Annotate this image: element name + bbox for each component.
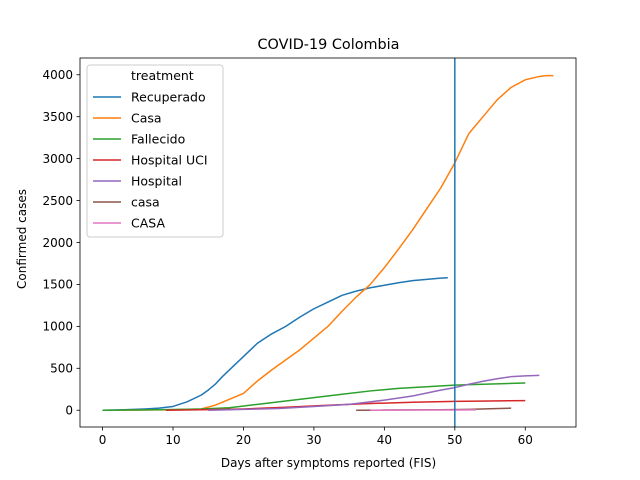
y-axis-label: Confirmed cases [15,189,29,289]
y-tick-label: 2500 [42,194,73,208]
series-line-2 [116,74,554,411]
legend-entry: CASA [131,216,165,231]
legend-entry: Fallecido [131,132,185,147]
legend: treatment Recuperado Casa Fallecido Hospital… [86,64,224,238]
y-tick-label: 4000 [42,68,73,82]
y-tick-label: 1000 [42,320,73,334]
legend-entry: Casa [131,111,162,126]
x-axis-label: Days after symptoms reported (FIS) [221,456,436,470]
legend-entry: Hospital UCI [131,153,208,168]
y-tick-label: 1500 [42,278,73,292]
x-tick-label: 50 [447,433,462,447]
plot-area [102,58,554,427]
x-tick-label: 60 [518,433,533,447]
x-tick-label: 30 [306,433,321,447]
y-tick-label: 3000 [42,152,73,166]
legend-box [86,64,224,238]
x-tick-label: 40 [377,433,392,447]
x-tick-label: 10 [165,433,180,447]
legend-entry: Hospital [131,174,182,189]
x-tick-label: 0 [99,433,107,447]
x-axis: 0 10 20 30 40 50 60 [99,427,533,447]
series-line-1 [102,276,448,411]
y-axis: 0 500 1000 1500 2000 2500 3000 3500 4000 [42,68,80,418]
x-tick-label: 20 [236,433,251,447]
legend-entry: casa [131,195,160,210]
y-tick-label: 3500 [42,110,73,124]
y-tick-label: 500 [50,362,73,376]
chart-title: COVID-19 Colombia [258,37,400,53]
series-line-5 [208,374,540,411]
y-tick-label: 2000 [42,236,73,250]
legend-entry: Recuperado [131,90,206,105]
y-tick-label: 0 [65,404,73,418]
legend-title: treatment [131,68,194,83]
